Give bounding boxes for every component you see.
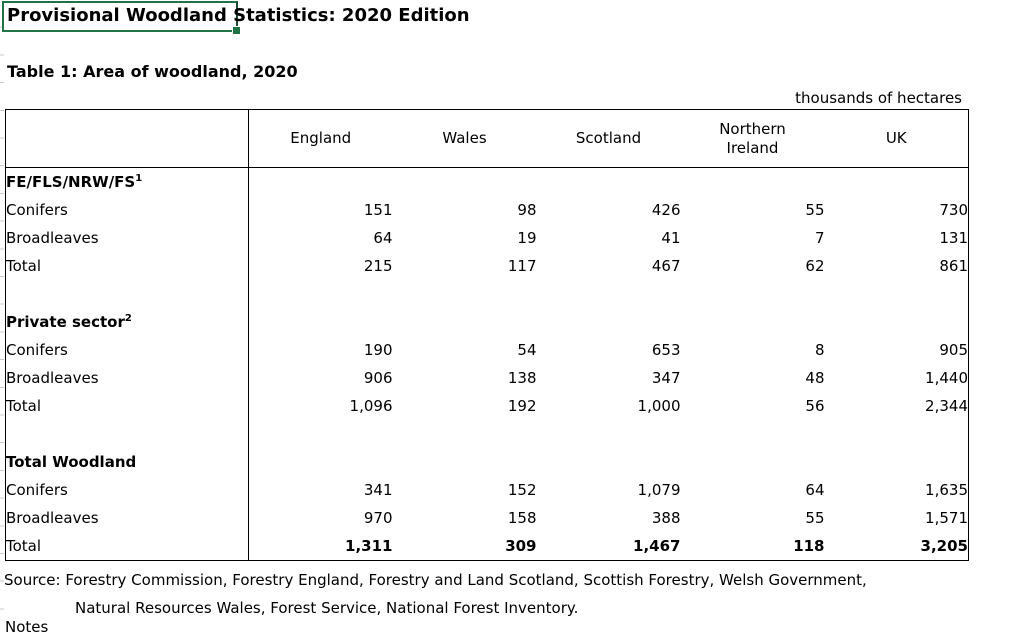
row-label: Broadleaves <box>5 504 249 532</box>
woodland-area-table: England Wales Scotland Northern Ireland … <box>5 109 969 561</box>
value-cell: 64 <box>373 229 393 247</box>
value-cell: 117 <box>507 257 537 275</box>
units-label: thousands of hectares <box>795 89 962 107</box>
section-heading-row: Total Woodland <box>5 448 969 476</box>
superscript: 1 <box>135 173 143 184</box>
section-heading: FE/FLS/NRW/FS1 <box>5 167 249 196</box>
table-row: Total 1,096 192 1,000 56 2,344 <box>5 392 969 420</box>
value-cell: 2,344 <box>925 397 968 415</box>
value-cell: 190 <box>363 341 393 359</box>
section-heading-row: Private sector2 <box>5 308 969 336</box>
value-cell: 41 <box>661 229 681 247</box>
superscript: 2 <box>124 313 132 324</box>
value-cell: 48 <box>805 369 825 387</box>
value-cell: 62 <box>805 257 825 275</box>
grand-total-row: Total 1,311 309 1,467 118 3,205 <box>5 532 969 561</box>
table-row: Broadleaves 906 138 347 48 1,440 <box>5 364 969 392</box>
table-row: Conifers 151 98 426 55 730 <box>5 196 969 224</box>
column-header-scotland: Scotland <box>536 109 681 168</box>
value-cell: 970 <box>363 509 393 527</box>
spreadsheet-gridline-ticks <box>0 0 4 620</box>
value-cell: 1,635 <box>925 481 968 499</box>
row-label: Broadleaves <box>5 364 249 392</box>
value-cell: 64 <box>805 481 825 499</box>
value-cell: 8 <box>814 341 825 359</box>
spacer-row <box>5 280 969 308</box>
value-cell: 54 <box>517 341 537 359</box>
value-cell: 905 <box>939 341 968 359</box>
column-header-england: England <box>248 109 393 168</box>
column-header-wales: Wales <box>392 109 537 168</box>
row-label: Conifers <box>5 476 249 504</box>
column-header-northern-ireland: Northern Ireland <box>680 109 825 168</box>
value-cell: 388 <box>651 509 681 527</box>
row-label: Conifers <box>5 196 249 224</box>
table-row: Total 215 117 467 62 861 <box>5 252 969 280</box>
value-cell: 131 <box>939 229 968 247</box>
value-cell: 3,205 <box>920 537 968 555</box>
value-cell: 341 <box>363 481 393 499</box>
table-row: Conifers 341 152 1,079 64 1,635 <box>5 476 969 504</box>
value-cell: 1,467 <box>633 537 681 555</box>
value-cell: 56 <box>805 397 825 415</box>
value-cell: 1,311 <box>345 537 393 555</box>
value-cell: 1,000 <box>637 397 681 415</box>
table-row: Conifers 190 54 653 8 905 <box>5 336 969 364</box>
section-heading: Private sector2 <box>5 308 249 336</box>
column-header-uk: UK <box>824 109 969 168</box>
value-cell: 1,571 <box>925 509 968 527</box>
value-cell: 55 <box>805 201 825 219</box>
value-cell: 7 <box>814 229 825 247</box>
value-cell: 906 <box>363 369 393 387</box>
source-line-1: Source: Forestry Commission, Forestry En… <box>4 571 867 589</box>
value-cell: 1,096 <box>349 397 393 415</box>
value-cell: 19 <box>517 229 537 247</box>
table-caption: Table 1: Area of woodland, 2020 <box>7 62 298 81</box>
cell-selection-border[interactable] <box>2 1 241 35</box>
value-cell: 158 <box>507 509 537 527</box>
value-cell: 118 <box>793 537 825 555</box>
row-label: Total <box>5 252 249 280</box>
section-heading-row: FE/FLS/NRW/FS1 <box>5 167 969 196</box>
notes-label-clipped: Notes <box>5 618 49 636</box>
value-cell: 347 <box>651 369 681 387</box>
value-cell: 192 <box>507 397 537 415</box>
row-label: Conifers <box>5 336 249 364</box>
spacer-row <box>5 420 969 448</box>
source-line-2: Natural Resources Wales, Forest Service,… <box>75 599 579 617</box>
value-cell: 467 <box>651 257 681 275</box>
header-row: England Wales Scotland Northern Ireland … <box>5 109 969 168</box>
value-cell: 215 <box>363 257 393 275</box>
fill-handle[interactable] <box>232 26 241 35</box>
value-cell: 55 <box>805 509 825 527</box>
table-row: Broadleaves 64 19 41 7 131 <box>5 224 969 252</box>
value-cell: 138 <box>507 369 537 387</box>
value-cell: 98 <box>517 201 537 219</box>
value-cell: 861 <box>939 257 968 275</box>
row-label: Broadleaves <box>5 224 249 252</box>
value-cell: 152 <box>507 481 537 499</box>
row-label: Total <box>5 392 249 420</box>
row-label: Total <box>5 532 249 561</box>
value-cell: 653 <box>651 341 681 359</box>
section-heading: Total Woodland <box>5 448 249 476</box>
value-cell: 151 <box>363 201 393 219</box>
page-title: Provisional Woodland Statistics: 2020 Ed… <box>7 5 470 26</box>
value-cell: 1,079 <box>637 481 681 499</box>
header-blank <box>5 109 249 168</box>
value-cell: 426 <box>651 201 681 219</box>
value-cell: 309 <box>505 537 537 555</box>
table-row: Broadleaves 970 158 388 55 1,571 <box>5 504 969 532</box>
value-cell: 730 <box>939 201 968 219</box>
value-cell: 1,440 <box>925 369 968 387</box>
